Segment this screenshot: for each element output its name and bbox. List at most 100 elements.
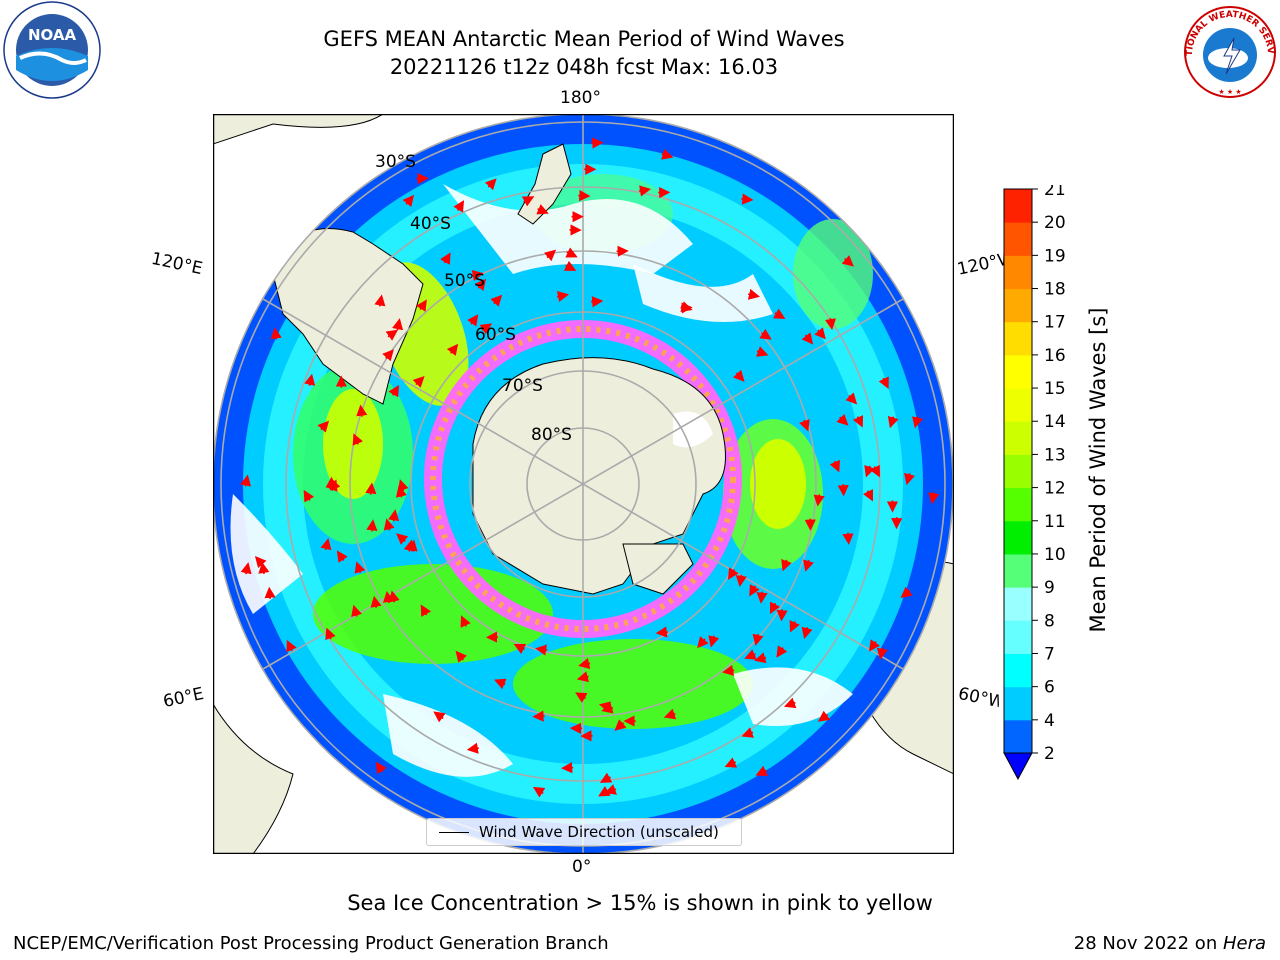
chart-title: GEFS MEAN Antarctic Mean Period of Wind … bbox=[323, 27, 845, 51]
wind-wave-arrow bbox=[614, 719, 627, 731]
wind-wave-arrow bbox=[878, 376, 889, 389]
polar-map: 30°S 40°S 50°S 60°S 70°S 80°S bbox=[213, 114, 954, 854]
wind-wave-arrow bbox=[264, 586, 276, 599]
colorbar-segment bbox=[1004, 487, 1032, 522]
wind-wave-arrow bbox=[663, 708, 677, 720]
wind-wave-arrow bbox=[801, 332, 814, 345]
wind-wave-arrow bbox=[776, 645, 788, 658]
wind-wave-arrow bbox=[240, 562, 252, 575]
wind-wave-arrow bbox=[741, 727, 754, 738]
colorbar-segment bbox=[1004, 686, 1032, 721]
wind-wave-arrow bbox=[591, 296, 604, 308]
wind-wave-arrow bbox=[747, 288, 761, 300]
wind-wave-arrow bbox=[460, 615, 471, 628]
wind-wave-arrow bbox=[887, 415, 899, 429]
lon-label-0: 0° bbox=[572, 857, 592, 877]
wind-wave-arrow bbox=[772, 308, 786, 320]
wind-wave-arrow bbox=[406, 539, 418, 552]
wind-wave-arrow bbox=[402, 194, 414, 208]
wind-wave-arrow bbox=[455, 650, 467, 663]
colorbar-under-extension bbox=[1003, 752, 1033, 781]
wind-wave-arrow bbox=[392, 318, 404, 331]
wind-wave-arrow bbox=[479, 323, 493, 335]
wind-wave-arrow bbox=[374, 294, 386, 307]
wind-wave-arrow bbox=[484, 178, 497, 191]
colorbar-segment bbox=[1004, 620, 1032, 654]
sea-ice-caption-text: Sea Ice Concentration > 15% is shown in … bbox=[347, 891, 933, 915]
colorbar-tick-label: 15 bbox=[1044, 379, 1066, 399]
colorbar-segment bbox=[1004, 222, 1032, 256]
wind-wave-arrow bbox=[752, 633, 764, 646]
land-antarctica bbox=[472, 357, 726, 595]
wind-wave-arrow bbox=[841, 255, 854, 267]
wind-wave-arrow bbox=[655, 626, 668, 638]
colorbar-tick-label: 21 bbox=[1044, 185, 1066, 200]
wind-wave-arrow bbox=[801, 626, 813, 640]
wind-wave-arrow bbox=[446, 343, 459, 356]
wind-wave-arrow bbox=[755, 765, 768, 776]
colorbar-segment bbox=[1004, 719, 1032, 754]
wind-wave-arrow bbox=[416, 299, 427, 312]
land-corner-sw bbox=[213, 703, 294, 854]
wind-wave-arrow bbox=[382, 349, 394, 362]
noaa-logo-text: NOAA bbox=[28, 26, 77, 44]
wind-wave-arrow bbox=[490, 294, 503, 307]
colorbar-tick-label: 10 bbox=[1044, 545, 1066, 565]
wind-wave-arrow bbox=[556, 291, 570, 302]
wind-wave-arrow bbox=[904, 472, 915, 486]
wind-wave-arrow bbox=[912, 416, 923, 429]
lat-label-60s: 60°S bbox=[475, 325, 516, 345]
wind-wave-arrow bbox=[578, 658, 591, 669]
wind-wave-arrow bbox=[395, 485, 407, 498]
wind-wave-arrow bbox=[544, 249, 557, 262]
wind-wave-arrow bbox=[868, 639, 880, 652]
wind-wave-arrow bbox=[638, 185, 652, 197]
map-legend: Wind Wave Direction (unscaled) bbox=[426, 818, 742, 846]
wind-wave-arrow bbox=[813, 494, 825, 507]
wind-wave-arrow bbox=[661, 148, 674, 160]
wind-wave-arrow bbox=[320, 537, 332, 551]
wind-wave-arrow bbox=[453, 200, 465, 213]
wind-wave-arrow bbox=[535, 644, 548, 656]
wind-wave-arrow bbox=[864, 464, 875, 478]
footer-left: NCEP/EMC/Verification Post Processing Pr… bbox=[13, 933, 609, 954]
footer-right: 28 Nov 2022 on Hera bbox=[1074, 933, 1266, 954]
wind-wave-arrow bbox=[370, 595, 382, 608]
wind-wave-arrow bbox=[366, 519, 378, 532]
colorbar-segment bbox=[1004, 587, 1032, 621]
wind-wave-arrow bbox=[365, 482, 377, 495]
colorbar-tick-label: 14 bbox=[1044, 412, 1066, 432]
wind-wave-arrow bbox=[744, 649, 757, 660]
colorbar-tick-label: 11 bbox=[1044, 512, 1066, 532]
wind-wave-arrow bbox=[814, 327, 826, 340]
colorbar-segment bbox=[1004, 553, 1032, 588]
footer-host: Hera bbox=[1222, 933, 1266, 954]
lat-label-70s: 70°S bbox=[502, 376, 543, 396]
colorbar-segment bbox=[1004, 454, 1032, 489]
colorbar-segment bbox=[1004, 189, 1032, 223]
wind-wave-arrow bbox=[412, 376, 425, 388]
wind-wave-arrow bbox=[317, 420, 330, 433]
wind-wave-arrow bbox=[727, 567, 739, 580]
legend-label: Wind Wave Direction (unscaled) bbox=[479, 823, 719, 841]
svg-text:★ ★ ★: ★ ★ ★ bbox=[1218, 88, 1241, 96]
colorbar-tick-label: 2 bbox=[1044, 744, 1055, 764]
colorbar-tick-label: 12 bbox=[1044, 479, 1066, 499]
chart-subtitle: 20221126 t12z 048h fcst Max: 16.03 bbox=[389, 55, 779, 79]
colorbar-segment bbox=[1004, 354, 1032, 389]
lat-label-40s: 40°S bbox=[410, 214, 451, 234]
wind-wave-arrow bbox=[817, 710, 831, 722]
lon-label-60w: 60°W bbox=[956, 683, 1002, 713]
wind-wave-arrows bbox=[240, 137, 940, 798]
colorbar-tick-label: 16 bbox=[1044, 346, 1066, 366]
wind-wave-arrow bbox=[466, 742, 479, 754]
colorbar: 2 4 6 7 8 9 10 11 12 13 14 15 16 17 18 19 20 21 bbox=[1003, 185, 1066, 781]
wind-wave-arrow bbox=[836, 413, 849, 426]
colorbar-segment bbox=[1004, 421, 1032, 455]
wind-wave-arrow bbox=[789, 620, 800, 633]
lat-label-50s: 50°S bbox=[444, 271, 485, 291]
noaa-logo: NOAA bbox=[3, 1, 101, 99]
wind-wave-arrow bbox=[732, 369, 745, 382]
wind-wave-arrow bbox=[680, 301, 693, 312]
wind-wave-arrow bbox=[852, 415, 864, 428]
